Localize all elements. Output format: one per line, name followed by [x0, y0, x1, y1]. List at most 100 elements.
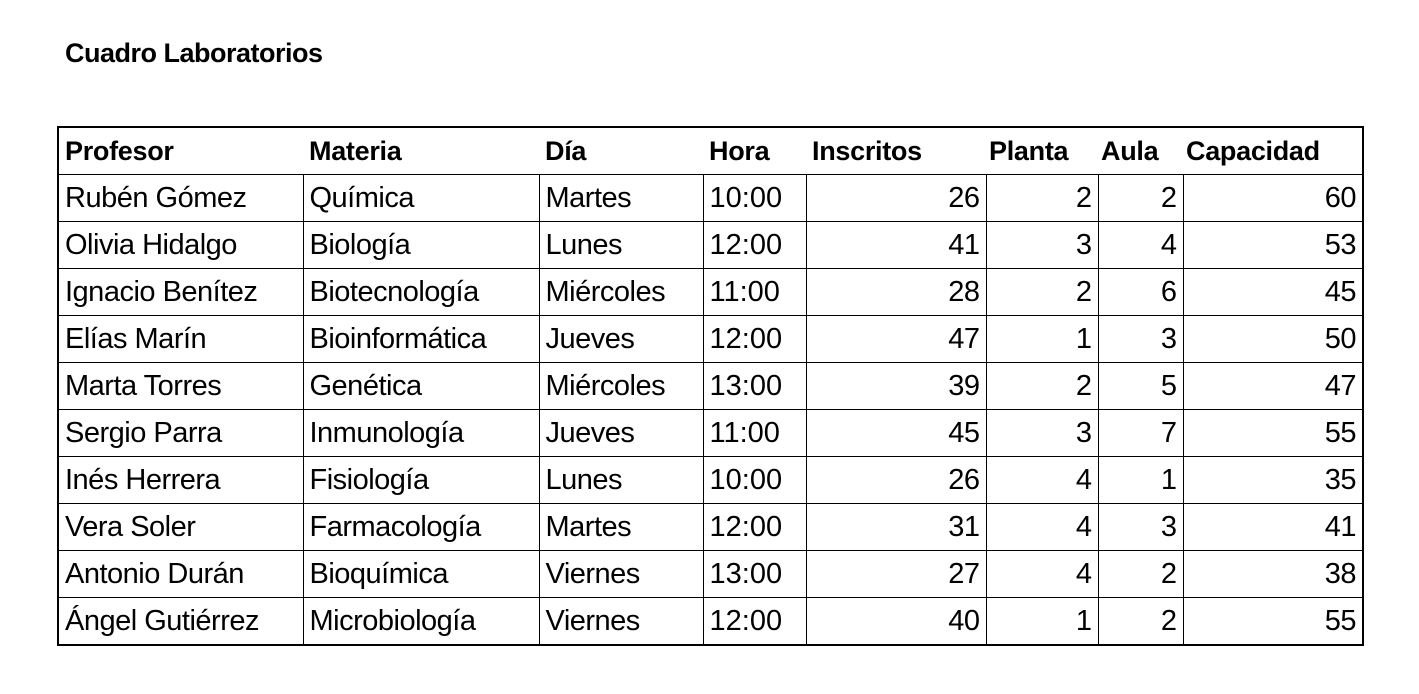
cell-capacidad: 60 — [1182, 174, 1364, 222]
cell-planta: 1 — [985, 315, 1099, 363]
cell-materia: Fisiología — [302, 456, 540, 504]
cell-profesor: Antonio Durán — [57, 550, 304, 598]
cell-profesor: Rubén Gómez — [57, 174, 304, 222]
table-row: Olivia Hidalgo Biología Lunes 12:00 41 3 4 53 — [57, 221, 1364, 269]
cell-dia: Jueves — [538, 409, 704, 457]
cell-inscritos: 47 — [805, 315, 987, 363]
table-row: Marta Torres Genética Miércoles 13:00 39 2 5 47 — [57, 362, 1364, 410]
cell-planta: 2 — [985, 362, 1099, 410]
table-row: Sergio Parra Inmunología Jueves 11:00 45 3 7 55 — [57, 409, 1364, 457]
table-row: Rubén Gómez Química Martes 10:00 26 2 2 60 — [57, 174, 1364, 222]
cell-profesor: Vera Soler — [57, 503, 304, 551]
cell-inscritos: 45 — [805, 409, 987, 457]
table-row: Vera Soler Farmacología Martes 12:00 31 4 3 41 — [57, 503, 1364, 551]
cell-dia: Jueves — [538, 315, 704, 363]
cell-hora: 12:00 — [702, 503, 807, 551]
cell-hora: 13:00 — [702, 550, 807, 598]
cell-capacidad: 45 — [1182, 268, 1364, 316]
page-title: Cuadro Laboratorios — [65, 38, 323, 68]
table-row: Ángel Gutiérrez Microbiología Viernes 12:00… — [57, 597, 1364, 646]
cell-capacidad: 41 — [1182, 503, 1364, 551]
cell-inscritos: 31 — [805, 503, 987, 551]
cell-profesor: Inés Herrera — [57, 456, 304, 504]
column-header-planta: Planta — [986, 127, 1098, 175]
cell-planta: 1 — [985, 597, 1099, 646]
cell-inscritos: 39 — [805, 362, 987, 410]
cell-dia: Lunes — [538, 221, 704, 269]
laboratories-table: Profesor Materia Día Hora Inscritos Planta Aul… — [57, 126, 1364, 646]
cell-aula: 4 — [1097, 221, 1184, 269]
cell-planta: 2 — [985, 174, 1099, 222]
cell-capacidad: 55 — [1182, 597, 1364, 646]
cell-aula: 3 — [1097, 503, 1184, 551]
cell-hora: 10:00 — [702, 174, 807, 222]
cell-planta: 2 — [985, 268, 1099, 316]
cell-capacidad: 38 — [1182, 550, 1364, 598]
cell-capacidad: 47 — [1182, 362, 1364, 410]
cell-materia: Microbiología — [302, 597, 540, 646]
cell-hora: 12:00 — [702, 221, 807, 269]
cell-materia: Biotecnología — [302, 268, 540, 316]
cell-profesor: Ignacio Benítez — [57, 268, 304, 316]
cell-dia: Martes — [538, 503, 704, 551]
cell-inscritos: 28 — [805, 268, 987, 316]
cell-aula: 2 — [1097, 174, 1184, 222]
cell-dia: Viernes — [538, 597, 704, 646]
cell-capacidad: 35 — [1182, 456, 1364, 504]
cell-planta: 4 — [985, 503, 1099, 551]
column-header-capacidad: Capacidad — [1183, 127, 1363, 175]
cell-capacidad: 50 — [1182, 315, 1364, 363]
cell-planta: 3 — [985, 221, 1099, 269]
cell-materia: Biología — [302, 221, 540, 269]
table-row: Elías Marín Bioinformática Jueves 12:00 47 1 3… — [57, 315, 1364, 363]
cell-aula: 2 — [1097, 597, 1184, 646]
cell-inscritos: 40 — [805, 597, 987, 646]
cell-materia: Bioquímica — [302, 550, 540, 598]
column-header-dia: Día — [539, 127, 703, 175]
column-header-materia: Materia — [303, 127, 539, 175]
cell-hora: 10:00 — [702, 456, 807, 504]
cell-aula: 1 — [1097, 456, 1184, 504]
table-header-row: Profesor Materia Día Hora Inscritos Planta Aul… — [58, 127, 1363, 175]
table-row: Inés Herrera Fisiología Lunes 10:00 26 4 1 35 — [57, 456, 1364, 504]
cell-dia: Viernes — [538, 550, 704, 598]
cell-hora: 12:00 — [702, 315, 807, 363]
cell-capacidad: 55 — [1182, 409, 1364, 457]
cell-materia: Farmacología — [302, 503, 540, 551]
cell-profesor: Marta Torres — [57, 362, 304, 410]
cell-profesor: Sergio Parra — [57, 409, 304, 457]
column-header-hora: Hora — [703, 127, 806, 175]
cell-materia: Genética — [302, 362, 540, 410]
cell-dia: Lunes — [538, 456, 704, 504]
column-header-aula: Aula — [1098, 127, 1183, 175]
cell-inscritos: 41 — [805, 221, 987, 269]
cell-hora: 12:00 — [702, 597, 807, 646]
column-header-profesor: Profesor — [58, 127, 303, 175]
cell-planta: 4 — [985, 550, 1099, 598]
cell-profesor: Elías Marín — [57, 315, 304, 363]
column-header-inscritos: Inscritos — [806, 127, 986, 175]
cell-aula: 2 — [1097, 550, 1184, 598]
cell-hora: 11:00 — [702, 409, 807, 457]
cell-dia: Martes — [538, 174, 704, 222]
cell-planta: 4 — [985, 456, 1099, 504]
cell-hora: 11:00 — [702, 268, 807, 316]
cell-dia: Miércoles — [538, 362, 704, 410]
cell-dia: Miércoles — [538, 268, 704, 316]
cell-inscritos: 26 — [805, 456, 987, 504]
cell-inscritos: 27 — [805, 550, 987, 598]
cell-planta: 3 — [985, 409, 1099, 457]
cell-aula: 5 — [1097, 362, 1184, 410]
cell-inscritos: 26 — [805, 174, 987, 222]
cell-capacidad: 53 — [1182, 221, 1364, 269]
cell-profesor: Ángel Gutiérrez — [57, 597, 304, 646]
cell-aula: 3 — [1097, 315, 1184, 363]
cell-materia: Inmunología — [302, 409, 540, 457]
cell-aula: 7 — [1097, 409, 1184, 457]
table-row: Antonio Durán Bioquímica Viernes 13:00 27 4 2 3… — [57, 550, 1364, 598]
cell-materia: Química — [302, 174, 540, 222]
cell-materia: Bioinformática — [302, 315, 540, 363]
cell-aula: 6 — [1097, 268, 1184, 316]
cell-hora: 13:00 — [702, 362, 807, 410]
table-row: Ignacio Benítez Biotecnología Miércoles 11:… — [57, 268, 1364, 316]
